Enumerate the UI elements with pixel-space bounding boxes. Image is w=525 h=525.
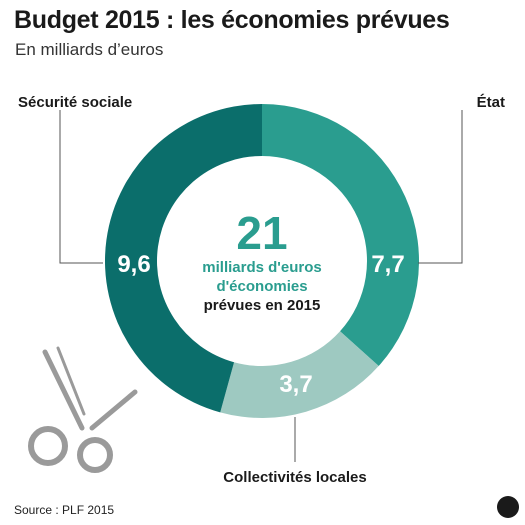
- logo-badge: [497, 496, 519, 518]
- value-label-collectivites: 3,7: [279, 371, 312, 398]
- center-line-2: d'économies: [216, 278, 307, 295]
- leader-line-etat: [418, 110, 463, 264]
- center-line-1: milliards d'euros: [202, 259, 321, 276]
- donut-segments: [104, 104, 419, 418]
- donut-segment-collectivites: [220, 331, 379, 418]
- value-label-securite-sociale: 9,6: [117, 251, 150, 278]
- center-total: 21: [236, 207, 287, 259]
- value-label-etat: 7,7: [371, 251, 404, 278]
- scissors-icon: [28, 346, 138, 473]
- category-label-securite-sociale: Sécurité sociale: [18, 94, 132, 111]
- chart-subtitle: En milliards d’euros: [15, 40, 164, 59]
- chart-title: Budget 2015 : les économies prévues: [14, 6, 450, 34]
- donut-segment-securite-sociale: [104, 104, 262, 413]
- category-label-etat: État: [477, 94, 505, 111]
- center-line-3: prévues en 2015: [204, 297, 321, 314]
- category-label-collectivites: Collectivités locales: [223, 469, 366, 486]
- source-note: Source : PLF 2015: [14, 503, 115, 517]
- donut-segment-etat: [262, 104, 419, 367]
- leader-line-securite-sociale: [59, 110, 103, 264]
